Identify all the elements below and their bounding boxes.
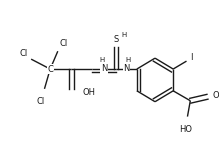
Text: OH: OH bbox=[83, 88, 95, 97]
Text: N: N bbox=[123, 64, 130, 73]
Text: Cl: Cl bbox=[60, 39, 68, 48]
Text: Cl: Cl bbox=[19, 49, 27, 58]
Text: N: N bbox=[101, 64, 107, 73]
Text: Cl: Cl bbox=[37, 97, 45, 106]
Text: I: I bbox=[190, 53, 193, 62]
Text: HO: HO bbox=[179, 125, 192, 133]
Text: H: H bbox=[126, 57, 131, 63]
Text: C: C bbox=[47, 65, 53, 74]
Text: H: H bbox=[121, 32, 126, 38]
Text: O: O bbox=[212, 91, 219, 100]
Text: S: S bbox=[113, 35, 118, 44]
Text: H: H bbox=[99, 57, 105, 63]
